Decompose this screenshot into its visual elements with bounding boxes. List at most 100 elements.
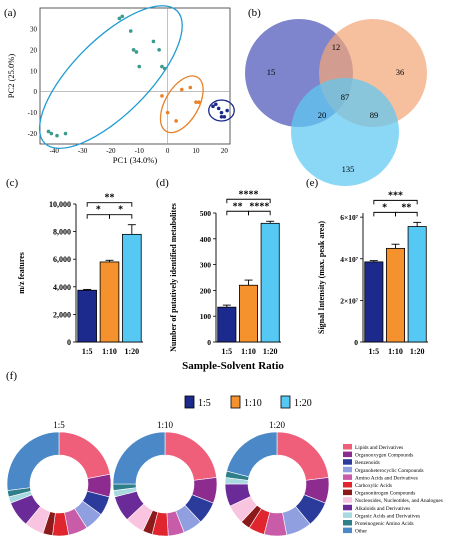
shared-x-axis-label: Sample-Solvent Ratio [182, 360, 284, 372]
score-point [46, 129, 51, 134]
score-point [165, 110, 170, 115]
panel-label-c: (c) [6, 177, 19, 189]
bar [238, 284, 258, 343]
category-legend-swatch [343, 474, 352, 480]
bar [385, 247, 405, 343]
category-legend-swatch [343, 482, 352, 488]
y-tick-label: 20 [30, 46, 38, 54]
legend-label: 1:10 [244, 398, 262, 409]
category-legend-swatch [343, 451, 352, 458]
bar [364, 261, 384, 343]
significance-bracket [86, 202, 133, 207]
y-tick-label: 0 [34, 88, 38, 96]
score-point [194, 100, 198, 104]
score-point [120, 14, 125, 19]
significance-bracket [395, 211, 418, 217]
donut-segment [164, 431, 217, 481]
plot-frame [39, 7, 231, 145]
x-tick-label: 1:10 [241, 347, 256, 356]
category-legend-label: Nucleosides, Nucleotides, and Analogues [355, 498, 443, 504]
x-axis-label: PC1 (34.0%) [113, 155, 158, 165]
significance-marker: * [382, 202, 387, 213]
bar-chart-signal-intensity: 0 2×10⁷ 4×10⁷ 6×10⁷ 1:5 1:10 1:20 Signal Intens… [317, 190, 428, 356]
score-point [55, 133, 59, 138]
category-legend-swatch [343, 497, 352, 503]
score-point [219, 110, 224, 115]
category-legend-swatch [343, 489, 352, 496]
pca-score-plot: -40 -30 -20 -10 0 10 20 -20 -10 0 10 20 30 PC1 (34.0%… [6, 5, 235, 165]
y-tick-label: 8,000 [53, 228, 71, 237]
score-point [219, 115, 224, 119]
panel-label-b: (b) [248, 7, 261, 19]
score-point [128, 29, 133, 33]
bar-chart-identified-metabolites: 0 100 200 300 400 500 1:5 1:10 1:20 Number of put… [169, 189, 281, 356]
y-tick-label: 0 [207, 338, 211, 347]
y-tick-label: 6,000 [53, 255, 71, 264]
score-point [216, 106, 221, 111]
venn-region-count: 15 [267, 67, 276, 77]
category-legend-label: Organonitrogen Compounds [355, 491, 415, 497]
venn-region-count: 20 [318, 110, 327, 120]
y-tick-label: 0 [67, 338, 71, 347]
x-tick-label: 20 [221, 147, 229, 155]
score-point [157, 48, 161, 52]
category-legend-swatch [343, 527, 352, 534]
x-tick-label: -20 [106, 147, 116, 155]
category-legend-label: Proteinogenic Amino Acids [355, 521, 414, 527]
category-legend-swatch [343, 466, 352, 473]
panel-label-f: (f) [6, 370, 17, 382]
score-point [131, 48, 136, 52]
score-point [225, 108, 229, 113]
score-point [179, 87, 184, 92]
y-tick-label: 100 [200, 312, 212, 321]
bar [122, 233, 142, 343]
legend-label: 1:20 [294, 398, 312, 409]
category-legend-label: Other [355, 529, 367, 535]
x-tick-label: 1:5 [82, 347, 93, 356]
legend-swatch [184, 395, 195, 409]
score-point [162, 66, 167, 71]
y-tick-label: 2,000 [53, 310, 71, 319]
y-tick-label: 0 [354, 338, 358, 347]
category-legend-label: Amino Acids and Derivatives [355, 475, 418, 481]
donut-segment [6, 431, 60, 491]
x-tick-label: 0 [166, 147, 170, 155]
score-point [188, 85, 193, 90]
score-point [174, 119, 178, 123]
venn-region-count: 89 [370, 110, 379, 120]
significance-bracket [109, 214, 133, 219]
x-tick-label: 1:10 [102, 347, 117, 356]
category-legend-label: Benzenoids [355, 460, 380, 466]
bar [77, 289, 97, 343]
score-point [63, 131, 68, 136]
category-legend-label: Organooxygen Compounds [355, 453, 413, 459]
score-point [134, 50, 139, 54]
x-tick-label: 1:5 [221, 347, 232, 356]
score-point [117, 16, 122, 21]
legend-swatch [230, 395, 241, 409]
y-axis-label: Number of putatively identified metaboli… [169, 203, 178, 352]
donut-segment [58, 431, 111, 479]
y-tick-label: 400 [200, 235, 212, 244]
category-legend-label: Lipids and Derivatives [355, 445, 403, 451]
y-tick-label: 10 [30, 67, 38, 75]
x-tick-label: 10 [192, 147, 200, 155]
y-tick-label: 500 [200, 209, 212, 218]
category-legend-swatch [343, 520, 352, 526]
y-tick-label: -10 [28, 109, 38, 117]
confidence-ellipse [159, 75, 204, 134]
bar [407, 226, 427, 343]
significance-marker: * [118, 205, 123, 216]
venn-diagram: 15 36 135 12 20 89 87 [245, 19, 427, 186]
score-point [211, 104, 215, 109]
score-point [137, 64, 142, 69]
score-point [222, 115, 227, 119]
category-legend-label: Alkaloids and Derivatives [355, 506, 410, 512]
significance-bracket [226, 198, 271, 204]
category-legend-swatch [343, 512, 352, 518]
legend-swatch [280, 395, 291, 409]
category-legend-label: Organoheterocyclic Compounds [355, 468, 424, 474]
y-tick-label: 30 [30, 25, 38, 33]
y-tick-label: 4×10⁷ [340, 255, 359, 264]
